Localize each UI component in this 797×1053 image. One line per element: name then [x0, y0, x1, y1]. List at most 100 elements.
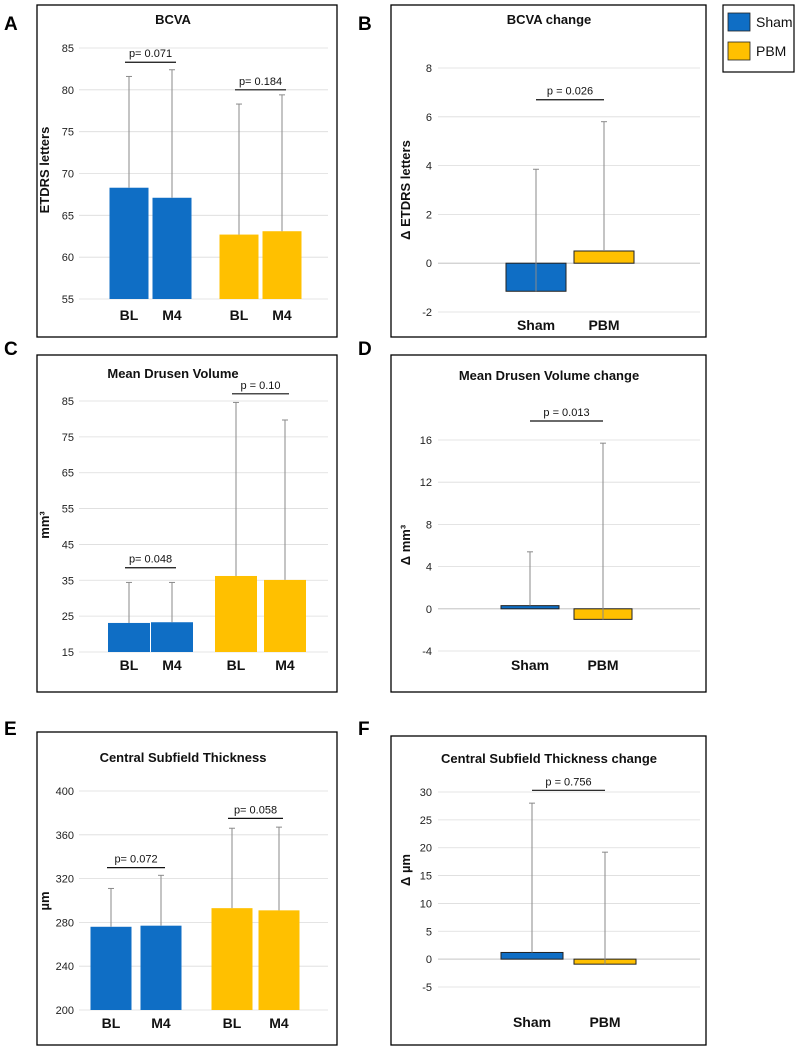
x-tick-label: PBM: [587, 657, 618, 673]
p-value-label: p = 0.026: [547, 86, 593, 98]
legend: Sham PBM: [722, 4, 795, 73]
y-tick-label: 35: [62, 575, 74, 587]
chart-panel-e: E Central Subfield Thickness 200 240 280 320 3…: [4, 719, 338, 1046]
y-tick-label: 25: [420, 815, 432, 827]
panel-frame: [36, 354, 338, 693]
x-tick-label: Sham: [517, 317, 555, 333]
y-tick-label: 16: [420, 435, 432, 447]
x-tick-label: Sham: [511, 657, 549, 673]
y-tick-label: 60: [62, 252, 74, 264]
bar-pbm-m4: [258, 910, 300, 1010]
x-tick-label: BL: [120, 307, 139, 323]
y-tick-label: 6: [426, 112, 432, 124]
bar-sham-sham: [500, 951, 564, 960]
y-tick-label: 4: [426, 562, 432, 574]
chart-title: Central Subfield Thickness change: [441, 751, 657, 766]
panel-letter: F: [358, 719, 370, 740]
panel-frame: [36, 731, 338, 1046]
panel-frame: [390, 735, 707, 1046]
legend-swatch-pbm: [727, 41, 751, 61]
bar-sham-bl: [90, 926, 132, 1010]
x-tick-label: Sham: [513, 1014, 551, 1030]
y-tick-label: 400: [56, 786, 74, 798]
y-axis-label: µm: [37, 891, 52, 910]
bar-pbm-bl: [215, 575, 257, 652]
y-tick-label: 0: [426, 604, 432, 616]
x-tick-label: M4: [272, 307, 292, 323]
y-axis-label: ETDRS letters: [37, 127, 52, 214]
y-tick-label: 55: [62, 294, 74, 306]
y-axis-label: Δ mm³: [398, 524, 413, 565]
p-value-label: p = 0.756: [545, 776, 591, 788]
y-tick-label: 65: [62, 468, 74, 480]
chart-title: Mean Drusen Volume change: [459, 368, 639, 383]
y-tick-label: 360: [56, 830, 74, 842]
panel-frame: [390, 354, 707, 693]
bar-pbm-m4: [264, 579, 306, 652]
y-tick-label: 8: [426, 519, 432, 531]
chart-panel-a: A BCVA 55 60 65 70 75 80 85 ETDRS letters BL M4 BL M4…: [4, 4, 338, 338]
x-tick-label: M4: [162, 657, 182, 673]
p-value-label: p= 0.058: [234, 804, 277, 816]
legend-swatch-sham: [727, 12, 751, 32]
y-tick-label: 320: [56, 874, 74, 886]
y-tick-label: 200: [56, 1005, 74, 1017]
chart-title: Mean Drusen Volume: [107, 366, 238, 381]
x-tick-label: BL: [227, 657, 246, 673]
p-value-label: p = 0.013: [543, 407, 589, 419]
bar-sham-sham: [500, 605, 560, 610]
bar-sham-m4: [151, 622, 193, 652]
y-tick-label: -5: [422, 982, 432, 994]
chart-title: Central Subfield Thickness: [100, 750, 267, 765]
x-tick-label: M4: [151, 1015, 171, 1031]
panel-letter: C: [4, 339, 18, 360]
chart-panel-f: F Central Subfield Thickness change -5 0 5 10…: [358, 719, 707, 1046]
legend-label-sham: Sham: [756, 14, 793, 30]
bar-sham-m4: [140, 925, 182, 1010]
y-axis-label: Δ ETDRS letters: [398, 140, 413, 240]
y-tick-label: 8: [426, 63, 432, 75]
y-tick-label: 4: [426, 161, 432, 173]
p-value-label: p= 0.071: [129, 48, 172, 60]
x-tick-label: BL: [223, 1015, 242, 1031]
y-tick-label: 0: [426, 258, 432, 270]
y-tick-label: 20: [420, 843, 432, 855]
bar-sham-bl: [108, 622, 150, 652]
panel-letter: B: [358, 14, 372, 35]
chart-panel-c: C Mean Drusen Volume 15 25 35 45 55 65 75 85 mm³ BL…: [4, 339, 338, 693]
y-tick-label: -4: [422, 646, 432, 658]
y-tick-label: 85: [62, 396, 74, 408]
y-tick-label: 15: [62, 647, 74, 659]
y-axis-label: mm³: [37, 511, 52, 539]
p-value-label: p= 0.048: [129, 554, 172, 566]
y-tick-label: 85: [62, 43, 74, 55]
bar-pbm-m4: [262, 231, 302, 299]
y-tick-label: 30: [420, 787, 432, 799]
x-tick-label: PBM: [589, 1014, 620, 1030]
x-tick-label: M4: [269, 1015, 289, 1031]
panel-letter: D: [358, 339, 372, 360]
chart-panel-d: D Mean Drusen Volume change -4 0 4 8 12 16 Δ mm³…: [358, 339, 707, 693]
y-tick-label: 5: [426, 926, 432, 938]
x-tick-label: M4: [162, 307, 182, 323]
y-tick-label: 75: [62, 127, 74, 139]
x-tick-label: BL: [120, 657, 139, 673]
bar-pbm-pbm: [573, 250, 635, 264]
y-tick-label: 2: [426, 209, 432, 221]
y-tick-label: 25: [62, 611, 74, 623]
y-tick-label: 70: [62, 169, 74, 181]
bar-pbm-bl: [219, 234, 259, 299]
y-tick-label: 12: [420, 477, 432, 489]
x-tick-label: BL: [102, 1015, 121, 1031]
panel-frame: [36, 4, 338, 338]
x-tick-label: PBM: [588, 317, 619, 333]
y-tick-label: 240: [56, 961, 74, 973]
x-tick-label: M4: [275, 657, 295, 673]
panel-letter: A: [4, 14, 18, 35]
chart-panel-b: B BCVA change -2 0 2 4 6 8 Δ ETDRS letters Sham PB…: [358, 4, 707, 338]
y-tick-label: 45: [62, 539, 74, 551]
p-value-label: p= 0.072: [114, 854, 157, 866]
bar-sham-bl: [109, 187, 149, 299]
y-axis-label: Δ µm: [398, 854, 413, 886]
y-tick-label: 280: [56, 917, 74, 929]
